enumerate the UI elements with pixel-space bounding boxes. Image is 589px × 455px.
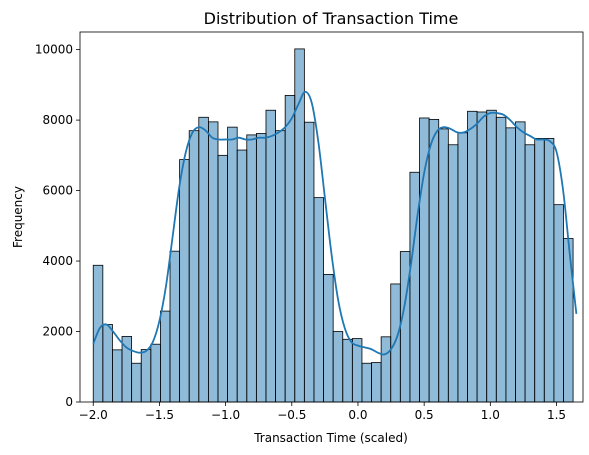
histogram-bar xyxy=(323,274,334,403)
x-axis: −2.0 −1.5 −1.0 −0.5 0.0 0.5 1.0 1.5 xyxy=(79,402,566,422)
x-tick-label: −1.0 xyxy=(211,408,240,422)
histogram-bar xyxy=(419,117,430,403)
y-tick-label: 10000 xyxy=(35,43,73,57)
histogram-bar xyxy=(399,251,411,403)
chart-title: Distribution of Transaction Time xyxy=(204,9,459,28)
histogram-bar xyxy=(207,121,219,403)
y-tick-label: 0 xyxy=(65,395,73,409)
histogram-bar xyxy=(275,130,286,403)
histogram-bar xyxy=(313,197,324,403)
histogram-bar xyxy=(246,134,257,403)
histogram-bar xyxy=(265,109,276,403)
x-tick-label: 0.0 xyxy=(348,408,367,422)
y-tick-label: 2000 xyxy=(42,325,73,339)
x-axis-label: Transaction Time (scaled) xyxy=(253,431,408,445)
histogram-bar xyxy=(188,130,200,403)
histogram-bar xyxy=(361,362,372,403)
histogram-bar xyxy=(428,118,440,403)
plot-frame xyxy=(79,31,584,403)
histogram-bar xyxy=(553,204,564,403)
histogram-bar xyxy=(543,138,555,403)
histogram-bar xyxy=(236,149,248,403)
histogram-bar xyxy=(371,362,382,403)
x-tick-label: −0.5 xyxy=(277,408,306,422)
histogram-bar xyxy=(486,109,497,403)
histogram-bar xyxy=(534,138,545,403)
x-tick-label: −1.5 xyxy=(145,408,174,422)
kde-curve xyxy=(92,90,578,356)
histogram-bar xyxy=(476,111,488,403)
histogram-bar xyxy=(112,349,123,403)
x-tick-label: 1.5 xyxy=(547,408,566,422)
histogram-bar xyxy=(303,121,315,403)
histogram-bar xyxy=(457,132,468,403)
histogram-bar xyxy=(505,127,516,403)
histogram-bar xyxy=(102,324,113,403)
histogram-bar xyxy=(380,336,392,403)
histogram-bar xyxy=(179,159,190,403)
histogram-bar xyxy=(198,116,209,403)
histogram-bar xyxy=(447,144,459,403)
histogram-bar xyxy=(495,116,507,403)
x-tick-label: 1.0 xyxy=(481,408,500,422)
histogram-bar xyxy=(332,331,344,403)
histogram-bar xyxy=(438,128,449,403)
histogram-bar xyxy=(515,121,526,403)
x-tick-label: −2.0 xyxy=(79,408,108,422)
histogram-bar xyxy=(227,126,238,403)
histogram-bar xyxy=(255,133,267,403)
histogram-bars xyxy=(92,48,574,403)
histogram-bar xyxy=(467,110,478,403)
histogram-bar xyxy=(351,338,363,403)
y-tick-label: 4000 xyxy=(42,254,73,268)
histogram-bar xyxy=(284,95,296,403)
y-axis: 0 2000 4000 6000 8000 10000 xyxy=(35,43,80,409)
histogram-bar xyxy=(524,144,536,403)
histogram-bar xyxy=(150,343,161,403)
histogram-bar xyxy=(160,310,171,403)
y-axis-label: Frequency xyxy=(11,186,25,248)
x-tick-label: 0.5 xyxy=(415,408,434,422)
histogram-bar xyxy=(131,362,142,403)
y-tick-label: 6000 xyxy=(42,184,73,198)
histogram-bar xyxy=(121,336,133,403)
histogram-bar xyxy=(217,154,228,403)
histogram-bar xyxy=(169,250,181,403)
histogram-bar xyxy=(140,349,152,403)
y-tick-label: 8000 xyxy=(42,113,73,127)
histogram-bar xyxy=(342,338,353,403)
